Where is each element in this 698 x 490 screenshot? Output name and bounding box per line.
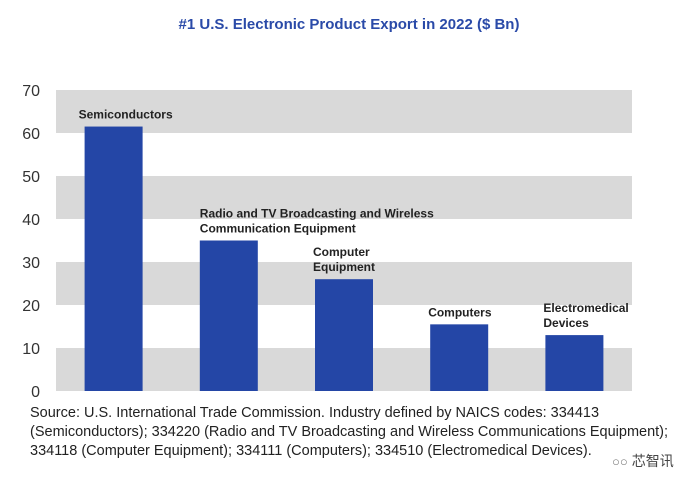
bars (84, 126, 604, 392)
grid-band (56, 90, 632, 133)
category-label-1: Radio and TV Broadcasting and Wireless Co… (200, 207, 434, 236)
grid-band (56, 176, 632, 219)
grid-bands (56, 90, 632, 391)
chart-title: #1 U.S. Electronic Product Export in 202… (178, 16, 520, 33)
watermark: ○○ 芯智讯 (612, 451, 674, 471)
y-tick-label: 60 (22, 126, 40, 143)
category-label-3: Computers (428, 305, 492, 319)
category-label-2: Computer Equipment (313, 245, 375, 274)
y-tick-label: 10 (22, 341, 40, 358)
bar-2 (315, 279, 373, 391)
watermark-text: 芯智讯 (631, 453, 674, 469)
bar-0 (84, 126, 143, 392)
source-note: Source: U.S. International Trade Commiss… (30, 405, 669, 459)
y-tick-label: 40 (22, 212, 40, 229)
wechat-icon: ○○ (612, 453, 628, 469)
y-tick-label: 70 (22, 83, 40, 100)
bar-3 (430, 324, 489, 391)
bar-4 (545, 335, 604, 391)
y-tick-label: 20 (22, 298, 40, 315)
bar-1 (199, 240, 258, 391)
bar-chart: 0 10 20 30 40 50 60 70 Semiconductors Radio and … (22, 83, 632, 400)
category-label-0: Semiconductors (79, 108, 173, 122)
y-tick-label: 50 (22, 169, 40, 186)
category-label-4: Electromedical Devices (543, 301, 628, 330)
y-axis-ticks: 0 10 20 30 40 50 60 70 (22, 83, 40, 400)
y-tick-label: 30 (22, 255, 40, 272)
category-labels: Semiconductors Radio and TV Broadcasting … (79, 108, 629, 331)
y-tick-label: 0 (31, 384, 40, 400)
